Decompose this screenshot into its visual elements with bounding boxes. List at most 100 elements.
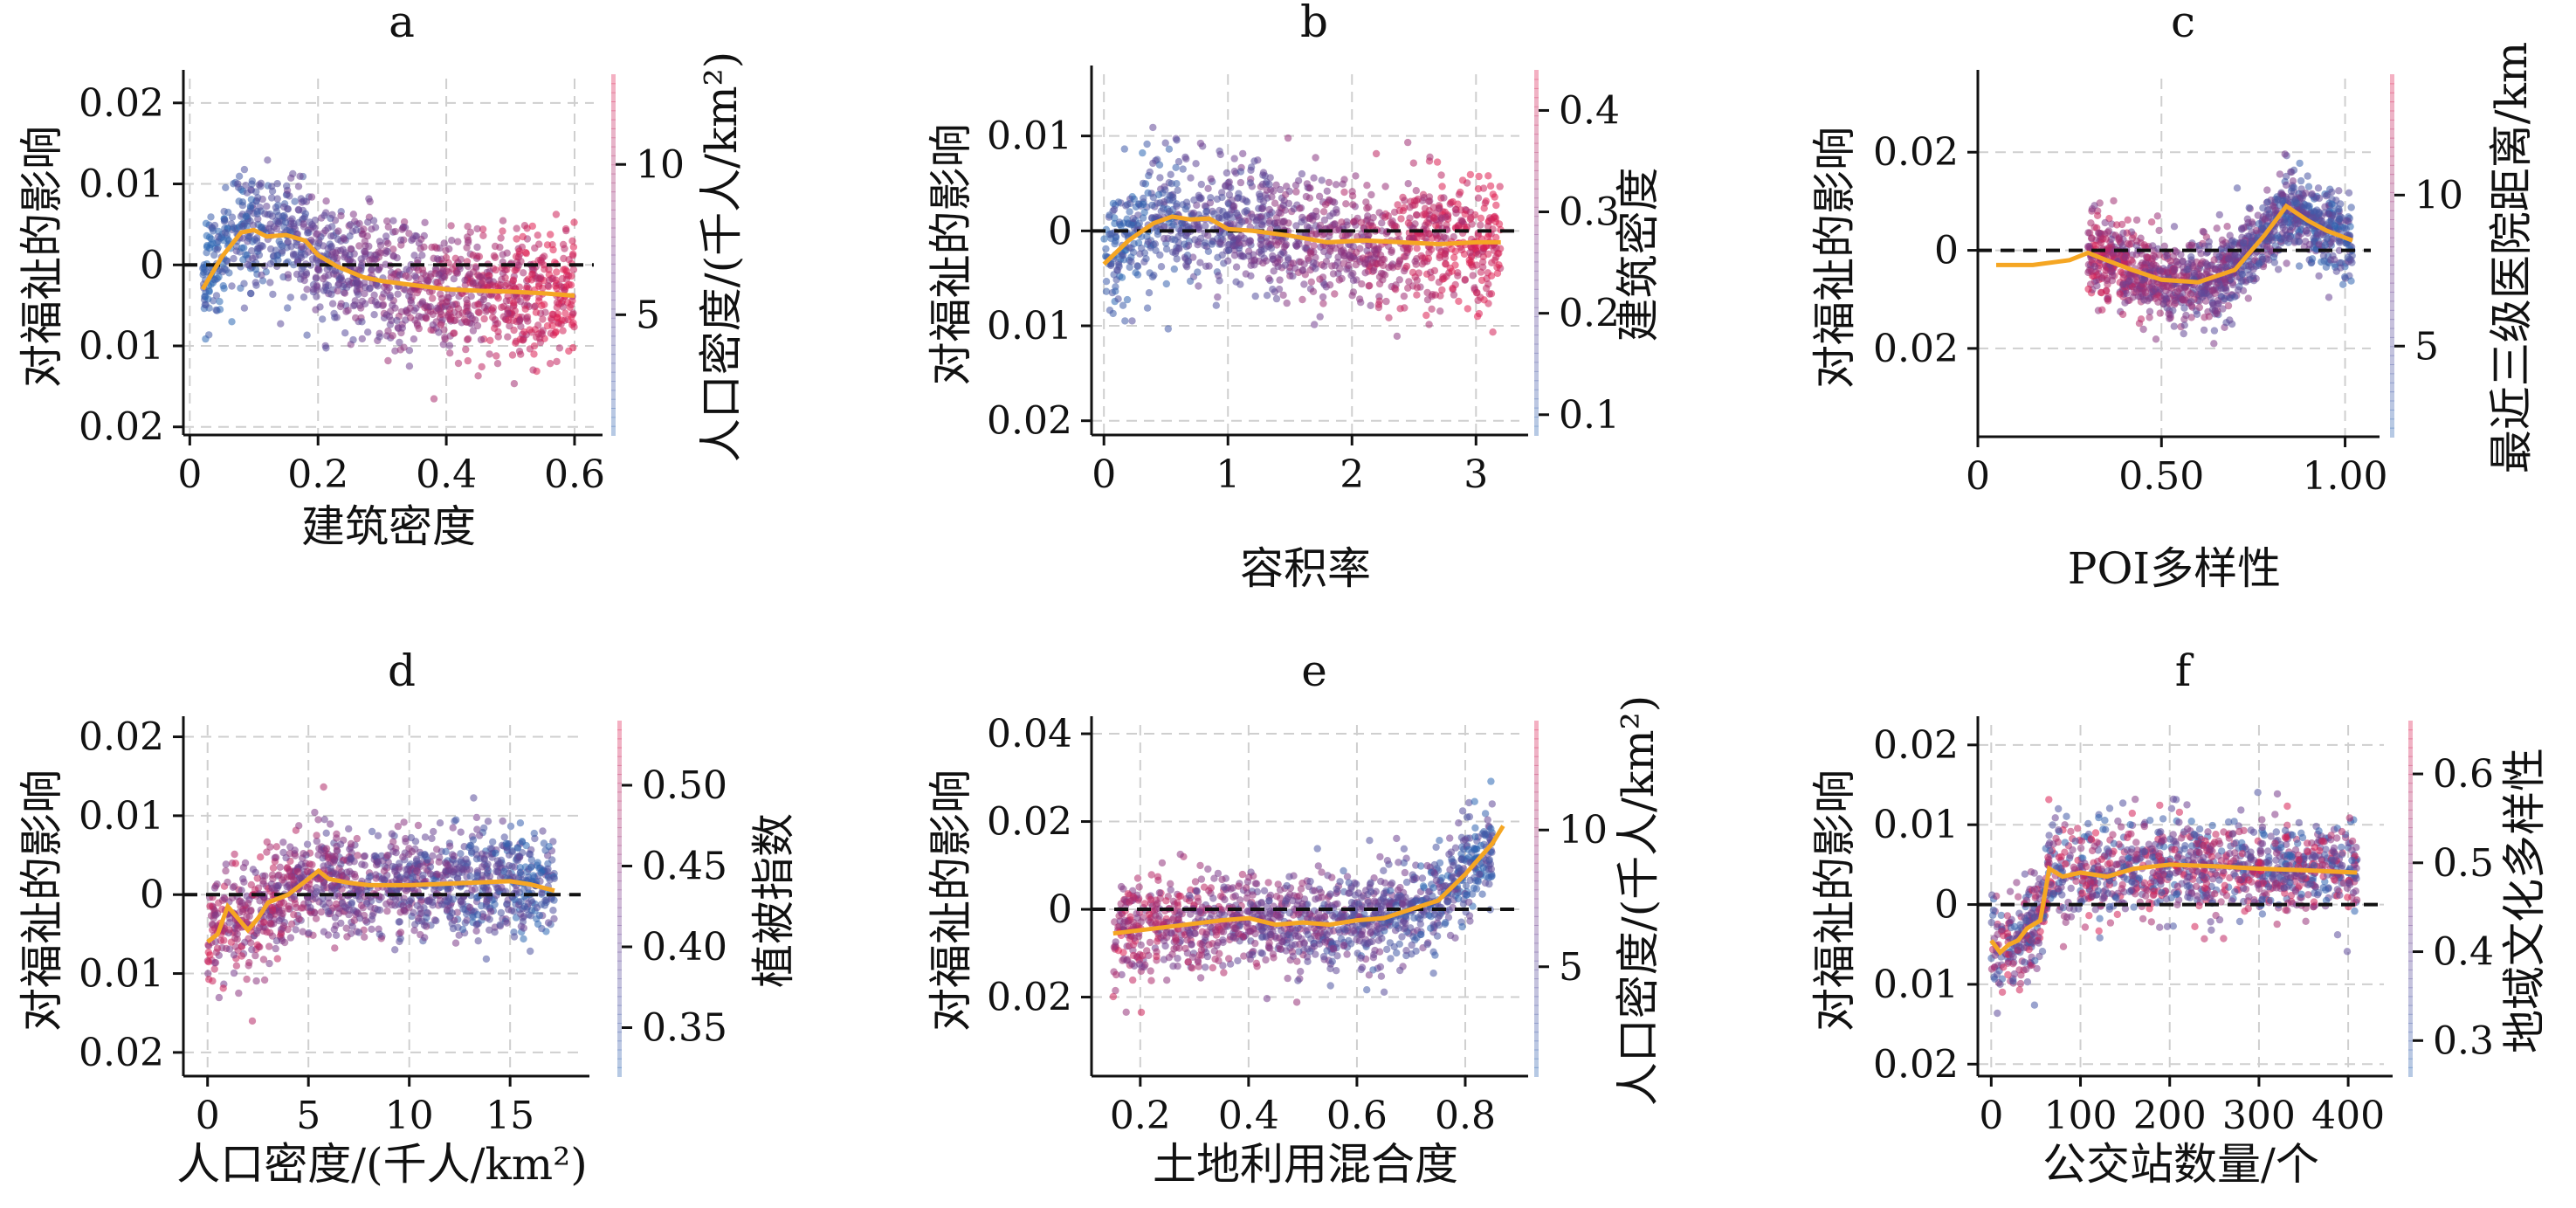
- scatter-point: [475, 832, 484, 839]
- scatter-point: [340, 235, 348, 243]
- y-tick-label: 0.02: [79, 81, 164, 126]
- scatter-point: [202, 219, 210, 227]
- scatter-point: [528, 222, 536, 231]
- scatter-point: [422, 302, 430, 310]
- scatter-point: [405, 273, 413, 281]
- scatter-point: [351, 297, 359, 305]
- scatter-point: [402, 316, 410, 324]
- scatter-point: [235, 172, 244, 180]
- scatter-point: [1316, 275, 1324, 283]
- scatter-point: [480, 824, 488, 832]
- scatter-point: [1494, 250, 1502, 258]
- scatter-point: [2281, 150, 2289, 158]
- scatter-point: [1474, 251, 1483, 259]
- colorbar-segment: [1534, 352, 1539, 363]
- colorbar-segment: [611, 390, 616, 400]
- scatter-point: [2212, 265, 2220, 273]
- scatter-point: [2102, 235, 2110, 243]
- scatter-point: [539, 315, 547, 323]
- scatter-point: [1167, 170, 1174, 178]
- scatter-point: [433, 255, 442, 263]
- scatter-point: [1326, 281, 1334, 289]
- scatter-point: [2088, 205, 2097, 213]
- scatter-point: [1223, 211, 1231, 219]
- scatter-point: [361, 238, 368, 245]
- scatter-point: [1257, 250, 1265, 258]
- scatter-point: [1411, 258, 1419, 266]
- scatter-point: [479, 295, 487, 304]
- scatter-point: [559, 303, 568, 311]
- scatter-point: [478, 362, 486, 371]
- scatter-point: [1113, 266, 1121, 274]
- scatter-point: [1477, 221, 1484, 229]
- scatter-point: [268, 194, 276, 202]
- scatter-point: [2118, 220, 2126, 229]
- scatter-point: [454, 359, 463, 368]
- colorbar-segment: [611, 110, 616, 121]
- scatter-point: [324, 224, 332, 232]
- scatter-point: [2153, 212, 2161, 220]
- scatter-point: [374, 282, 382, 290]
- scatter-point: [492, 266, 500, 274]
- scatter-point: [1258, 180, 1267, 189]
- scatter-point: [474, 372, 482, 380]
- scatter-point: [269, 864, 278, 872]
- scatter-point: [2331, 222, 2339, 230]
- scatter-point: [429, 321, 437, 329]
- scatter-point: [1316, 313, 1324, 321]
- colorbar-segment: [1534, 343, 1539, 354]
- scatter-point: [1129, 214, 1137, 223]
- scatter-point: [569, 243, 578, 251]
- scatter-point: [430, 243, 439, 251]
- scatter-point: [1328, 262, 1336, 270]
- scatter-point: [280, 203, 288, 211]
- scatter-point: [1347, 271, 1355, 280]
- scatter-point: [382, 249, 389, 257]
- scatter-point: [1275, 285, 1284, 293]
- scatter-point: [222, 266, 230, 274]
- colorbar-segment: [2390, 418, 2394, 429]
- colorbar-segment: [2390, 137, 2394, 148]
- scatter-point: [1390, 208, 1399, 217]
- scatter-point: [210, 221, 219, 230]
- scatter-point: [1479, 263, 1487, 271]
- colorbar-tick-label: 5: [636, 293, 660, 337]
- scatter-point: [570, 218, 578, 226]
- scatter-point: [323, 286, 331, 294]
- colorbar-segment: [2390, 409, 2394, 420]
- scatter-point: [1128, 317, 1136, 325]
- scatter-point: [2101, 218, 2109, 227]
- scatter-point: [469, 327, 478, 335]
- colorbar-segment: [1534, 307, 1539, 318]
- scatter-point: [355, 301, 364, 309]
- scatter-point: [1192, 160, 1200, 168]
- y-tick-label: 0.01: [987, 114, 1072, 159]
- scatter-point: [1452, 209, 1460, 217]
- scatter-point: [228, 282, 236, 290]
- scatter-point: [1368, 259, 1377, 266]
- scatter-point: [1114, 198, 1123, 206]
- scatter-point: [269, 252, 278, 260]
- scatter-point: [1285, 187, 1293, 196]
- scatter-point: [354, 852, 362, 859]
- scatter-point: [498, 275, 506, 284]
- scatter-point: [2295, 238, 2303, 246]
- scatter-point: [535, 240, 543, 248]
- colorbar-tick-label: 5: [2414, 324, 2439, 369]
- scatter-point: [1388, 246, 1395, 254]
- scatter-point: [358, 318, 366, 326]
- scatter-point: [512, 339, 520, 347]
- scatter-point: [435, 271, 443, 279]
- scatter-point: [1258, 204, 1267, 213]
- scatter-point: [1243, 197, 1251, 206]
- scatter-point: [1262, 257, 1271, 265]
- scatter-point: [1440, 194, 1448, 202]
- scatter-point: [2132, 216, 2141, 224]
- scatter-point: [322, 197, 330, 205]
- scatter-point: [518, 314, 526, 321]
- colorbar-segment: [611, 227, 616, 238]
- scatter-point: [2205, 313, 2213, 321]
- scatter-point: [1218, 193, 1226, 202]
- colorbar-segment: [1534, 87, 1539, 99]
